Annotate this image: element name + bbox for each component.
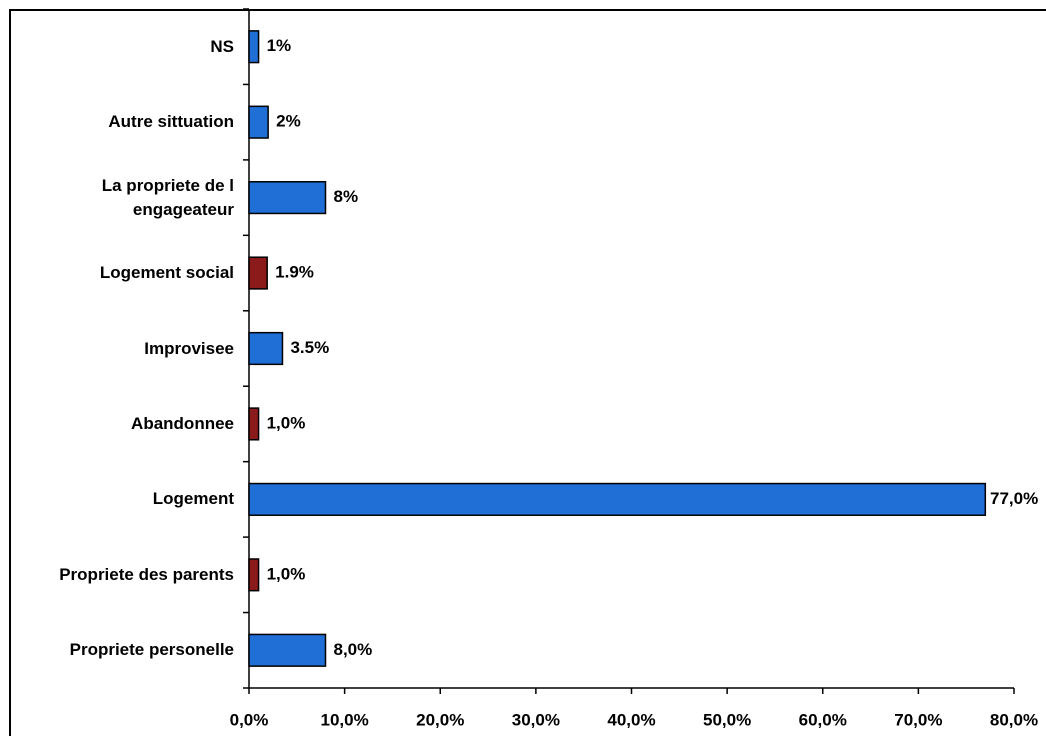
x-tick-label: 0,0%	[230, 710, 269, 729]
value-label: 1%	[267, 36, 292, 55]
bar	[248, 407, 260, 441]
y-tick-label: La propriete de l engageateur	[101, 175, 234, 219]
bar	[248, 633, 327, 667]
bar	[248, 181, 327, 215]
bar	[248, 256, 268, 290]
x-tick-label: 80,0%	[990, 710, 1038, 729]
y-tick-label: NS	[210, 36, 234, 56]
x-tick-label: 10,0%	[321, 710, 369, 729]
y-tick-label: Logement	[152, 489, 234, 509]
bar	[248, 105, 269, 139]
chart-frame	[9, 9, 1046, 736]
value-label: 77,0%	[990, 489, 1038, 508]
x-tick-label: 40,0%	[607, 710, 655, 729]
value-label: 1.9%	[275, 263, 314, 282]
x-tick-label: 60,0%	[799, 710, 847, 729]
y-tick-label: Abandonnee	[131, 413, 234, 433]
value-label: 8%	[334, 187, 359, 206]
x-tick-label: 50,0%	[703, 710, 751, 729]
value-label: 1,0%	[267, 413, 306, 432]
y-tick-label: Logement social	[99, 263, 234, 283]
value-label: 3.5%	[290, 338, 329, 357]
bar	[248, 331, 284, 366]
value-label: 1,0%	[267, 564, 306, 583]
value-label: 8,0%	[334, 640, 373, 659]
y-tick-label: Improvisee	[144, 338, 234, 358]
bar	[248, 30, 260, 64]
y-tick-label: Propriete personelle	[69, 640, 234, 660]
y-tick-label: Autre sittuation	[108, 112, 234, 132]
value-label: 2%	[276, 112, 301, 131]
bar	[248, 482, 987, 516]
x-tick-label: 30,0%	[512, 710, 560, 729]
y-tick-label: Propriete des parents	[59, 564, 234, 584]
x-tick-label: 20,0%	[416, 710, 464, 729]
bar	[248, 558, 260, 592]
x-tick-label: 70,0%	[894, 710, 942, 729]
